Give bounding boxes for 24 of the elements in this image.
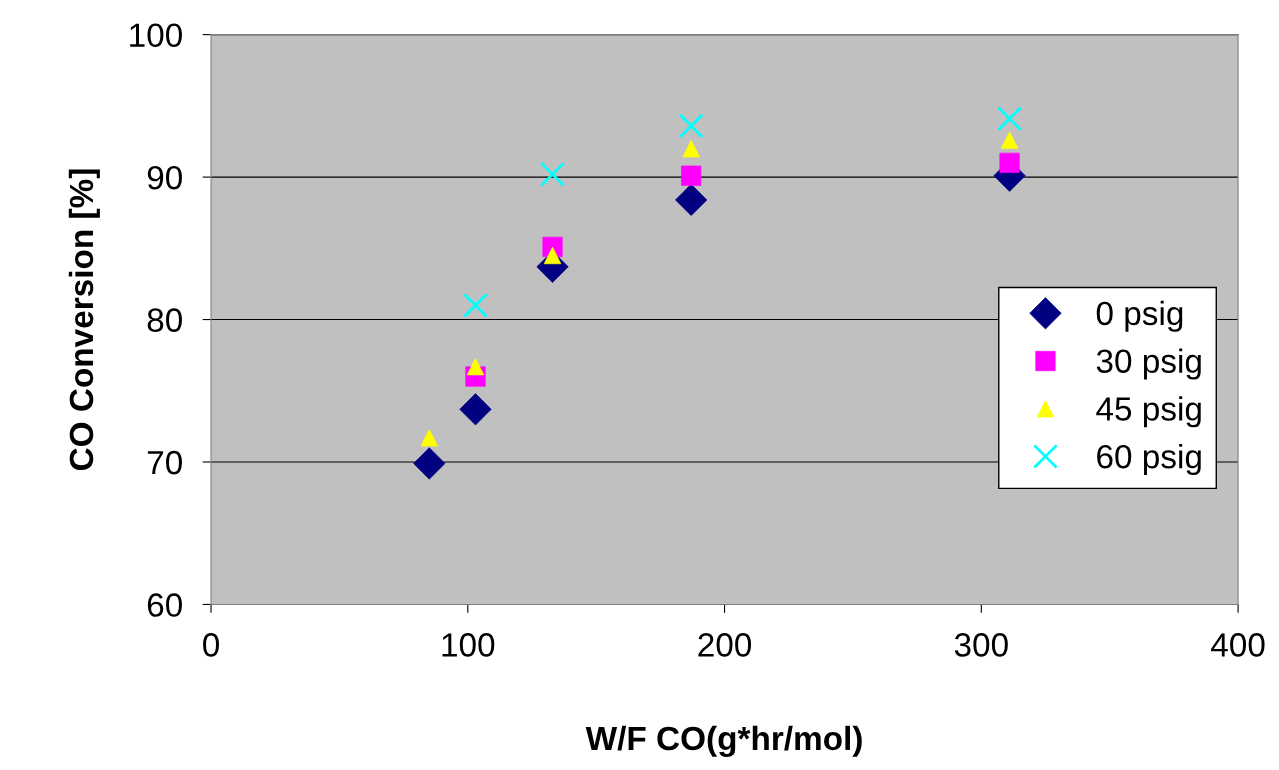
point (997, 106, 1023, 132)
point (413, 447, 446, 480)
x-tick-label: 400 (1211, 633, 1265, 657)
y-tick-label: 80 (147, 308, 182, 332)
point (675, 183, 708, 216)
y-tick-label: 100 (130, 23, 182, 48)
legend-label: 0 psig (1096, 300, 1183, 332)
y-axis-title: CO Conversion [%] (68, 169, 100, 471)
y-tick-label: 90 (147, 165, 182, 190)
x-tick-label: 100 (442, 633, 495, 657)
x-tick-label: 0 (203, 633, 219, 657)
y-tick-label: 60 (147, 593, 182, 617)
point (678, 113, 704, 139)
point (681, 165, 702, 186)
legend-label: 30 psig (1096, 348, 1201, 380)
point (999, 152, 1020, 173)
legend-label: 45 psig (1096, 396, 1201, 428)
x-tick-label: 200 (698, 633, 752, 657)
x-tick-label: 300 (954, 633, 1008, 657)
y-tick-label: 70 (147, 450, 182, 475)
point (540, 161, 566, 187)
legend-label: 60 psig (1097, 444, 1201, 476)
point (463, 292, 488, 318)
x-axis-title: W/F CO(g*hr/mol) (585, 725, 862, 758)
